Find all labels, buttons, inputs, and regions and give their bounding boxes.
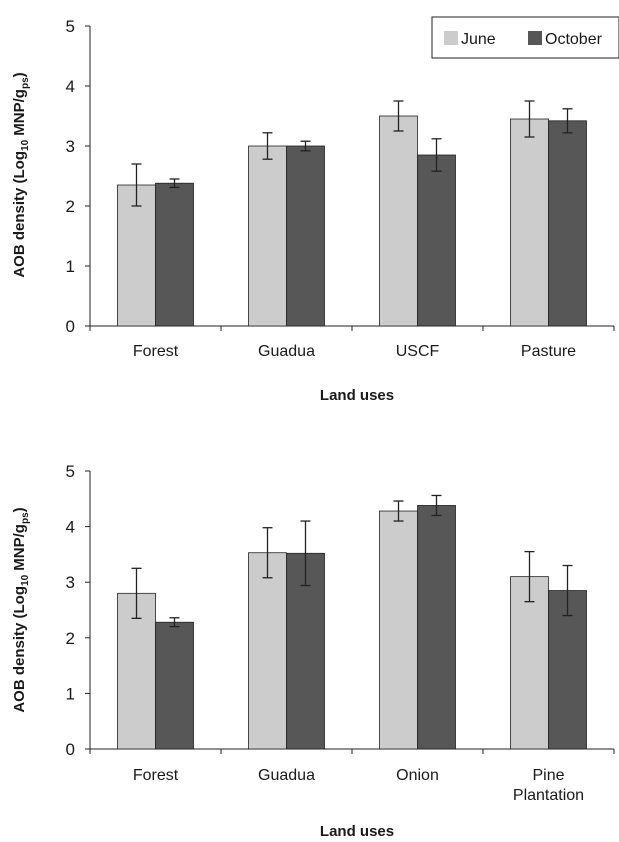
y-axis-label: AOB density (Log10 MNP/gps): [11, 72, 31, 277]
bars: [118, 116, 587, 326]
bar-june: [511, 119, 549, 326]
error-bars: [132, 101, 573, 206]
category-label: Pasture: [521, 343, 576, 360]
y-tick-label: 3: [66, 573, 75, 592]
y-tick-label: 4: [66, 518, 75, 537]
bar-june: [249, 146, 287, 326]
category-label: Forest: [133, 343, 179, 360]
y-ticks: 0 1 2 3 4 5: [66, 462, 90, 759]
category-labels: Forest Guadua USCF Pasture: [133, 343, 576, 360]
bar-october: [287, 146, 325, 326]
chart-top: AOB density (Log10 MNP/gps) 0 1 2 3 4 5 Fores…: [11, 17, 619, 404]
category-label: Guadua: [258, 343, 315, 360]
bar-june: [380, 116, 418, 326]
category-label: Guadua: [258, 767, 315, 784]
y-tick-label: 5: [66, 17, 75, 36]
category-label: Pine Plantation: [513, 767, 584, 804]
y-tick-label: 2: [66, 197, 75, 216]
chart-bottom: AOB density (Log10 MNP/gps) 0 1 2 3 4 5 Fores…: [11, 462, 614, 840]
category-label: USCF: [396, 343, 440, 360]
y-ticks: 0 1 2 3 4 5: [66, 17, 90, 336]
bar-october: [549, 121, 587, 326]
category-labels: Forest Guadua Onion Pine Plantation: [133, 767, 584, 804]
category-label: Forest: [133, 767, 179, 784]
bar-june: [249, 553, 287, 749]
legend-swatch-june: [444, 31, 458, 45]
y-tick-label: 1: [66, 257, 75, 276]
legend: June October: [432, 17, 619, 58]
y-tick-label: 4: [66, 77, 75, 96]
y-tick-label: 1: [66, 684, 75, 703]
bar-october: [156, 622, 194, 749]
y-tick-label: 0: [66, 740, 75, 759]
bar-june: [380, 511, 418, 749]
y-tick-label: 3: [66, 137, 75, 156]
bar-october: [418, 505, 456, 749]
x-ticks: [90, 326, 614, 331]
y-tick-label: 2: [66, 629, 75, 648]
y-axis-label: AOB density (Log10 MNP/gps): [11, 507, 31, 712]
legend-label-june: June: [461, 31, 496, 48]
bar-june: [511, 577, 549, 749]
y-tick-label: 5: [66, 462, 75, 481]
y-tick-label: 0: [66, 317, 75, 336]
x-axis-label: Land uses: [320, 387, 394, 404]
category-label: Onion: [396, 767, 439, 784]
bars: [118, 505, 587, 749]
legend-swatch-october: [528, 31, 542, 45]
bar-october: [156, 183, 194, 326]
error-bars: [132, 495, 573, 626]
bar-october: [418, 155, 456, 326]
x-axis-label: Land uses: [320, 823, 394, 840]
x-ticks: [90, 749, 614, 754]
legend-label-october: October: [545, 31, 603, 48]
